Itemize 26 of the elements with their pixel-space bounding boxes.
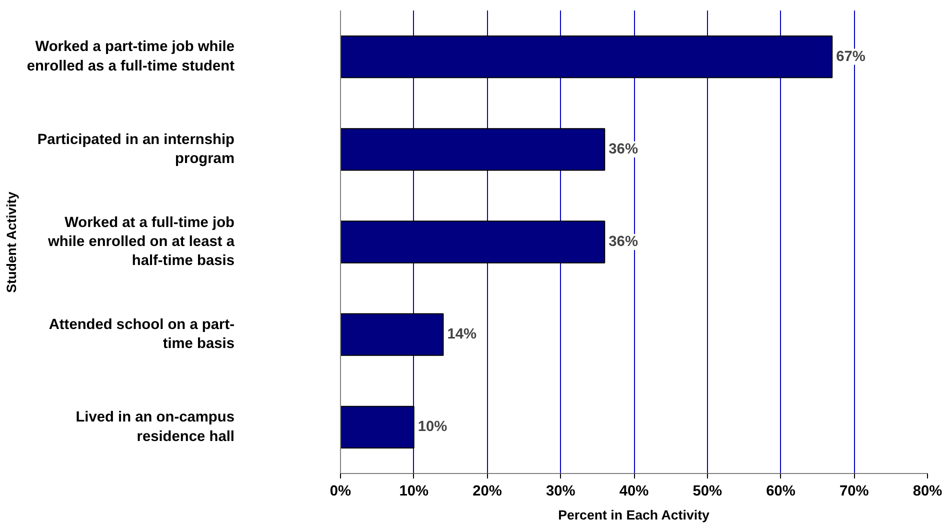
bar (340, 220, 606, 264)
x-tick-label: 40% (619, 484, 649, 500)
data-label: 36% (608, 234, 638, 250)
y-tick-label: Worked at a full-time job while enrolled on at least a half-time basis (46, 214, 236, 270)
bar (340, 313, 444, 356)
x-tick-label: 20% (472, 484, 502, 500)
y-tick-label: Participated in an internship program (37, 132, 235, 167)
x-tick-label: 30% (546, 484, 576, 500)
data-label: 14% (447, 326, 477, 343)
x-tick-label: 60% (766, 484, 796, 500)
y-axis-title: Student Activity (4, 191, 19, 293)
data-label: 36% (608, 141, 638, 158)
x-tick-label: 80% (912, 484, 942, 500)
y-tick-label: Attended school on a part- time basis (48, 317, 235, 352)
y-tick-label: Lived in an on-campus residence hall (76, 410, 235, 445)
x-tick-label: 50% (692, 484, 722, 500)
x-tick-label: 0% (330, 484, 352, 500)
y-tick-label: Worked a part-time job while enrolled as a full-time student (26, 39, 235, 74)
x-tick-label: 10% (399, 484, 429, 500)
bar (340, 35, 833, 78)
bar (340, 128, 606, 171)
x-tick-label: 70% (839, 484, 869, 500)
x-axis-title: Percent in Each Activity (558, 508, 710, 522)
bar (340, 406, 414, 449)
data-label: 10% (418, 419, 448, 436)
data-label: 67% (836, 48, 866, 65)
